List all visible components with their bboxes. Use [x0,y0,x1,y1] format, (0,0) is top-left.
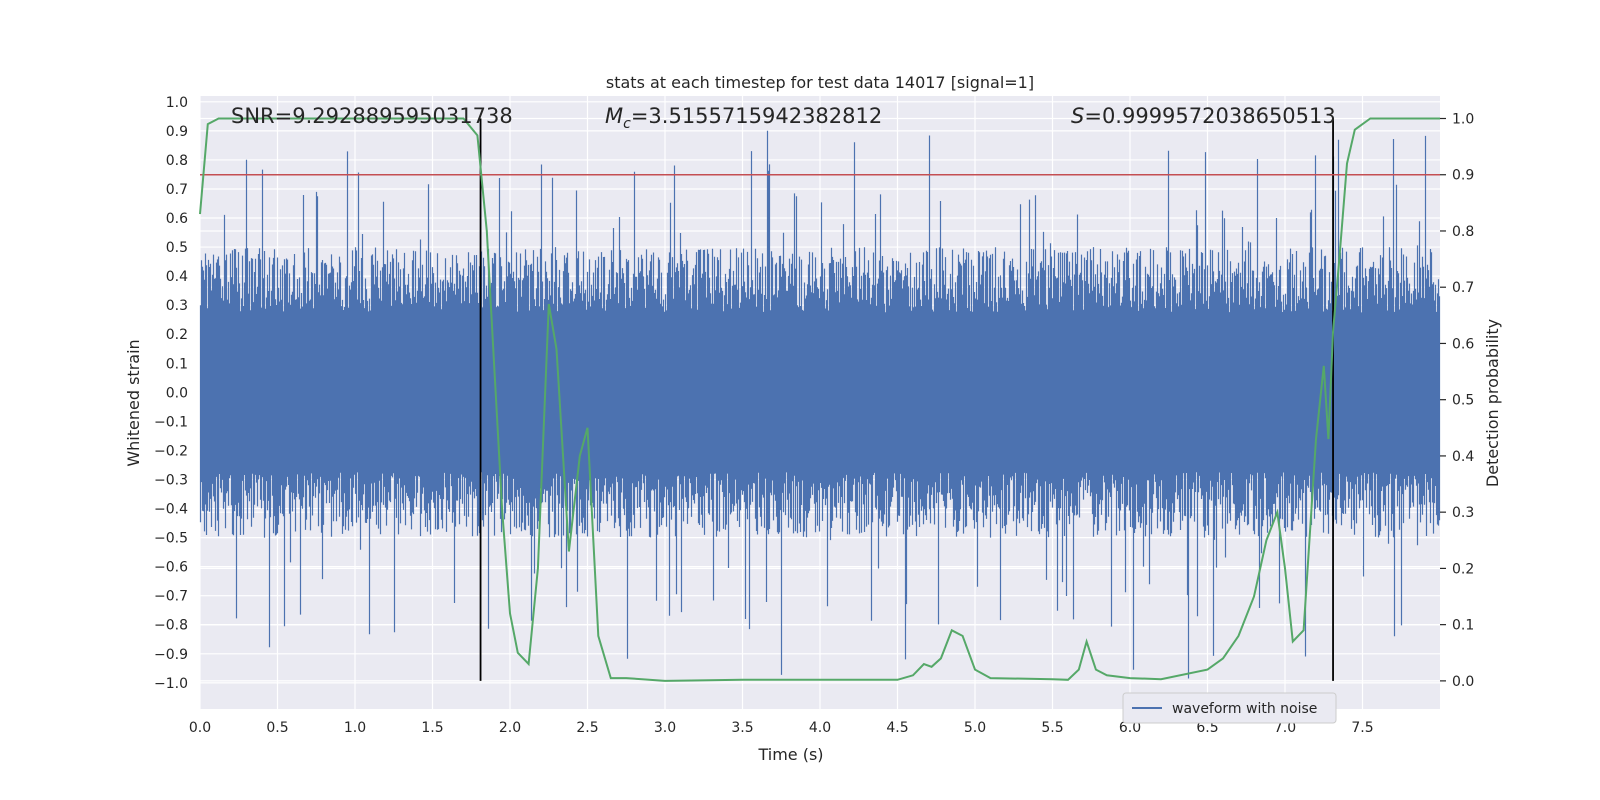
y-left-tick-label: −0.3 [154,472,188,488]
y-left-tick-label: −0.1 [154,414,188,430]
y-left-tick-label: −0.6 [154,560,188,576]
x-tick-label: 1.0 [344,720,366,736]
y-left-tick-label: −1.0 [154,676,188,692]
y-left-tick-label: −0.5 [154,531,188,547]
x-tick-label: 6.5 [1196,720,1218,736]
chart-title: stats at each timestep for test data 140… [606,73,1034,92]
x-tick-label: 4.5 [886,720,908,736]
y-left-tick-label: −0.8 [154,618,188,634]
x-tick-label: 7.0 [1274,720,1296,736]
y-left-tick-label: 0.3 [166,298,188,314]
x-axis-label: Time (s) [757,745,823,764]
s-value: =0.9999572038650513 [1084,104,1335,128]
mc-symbol: M [605,104,623,128]
x-tick-label: 1.5 [421,720,443,736]
y-left-axis-label: Whitened strain [124,339,143,466]
waveform-strokes [199,130,1441,679]
y-right-tick-label: 0.5 [1452,393,1474,409]
legend: waveform with noise [1122,692,1337,724]
y-left-tick-label: 0.0 [166,385,188,401]
legend-label: waveform with noise [1172,701,1317,717]
y-left-tick-label: −0.4 [154,502,188,518]
y-left-tick-label: 0.2 [166,327,188,343]
y-left-tick-label: −0.2 [154,443,188,459]
y-right-tick-label: 0.3 [1452,505,1474,521]
x-tick-label: 0.5 [266,720,288,736]
x-tick-label: 0.0 [189,720,211,736]
y-right-tick-label: 0.7 [1452,280,1474,296]
detection-boundaries [479,118,1334,681]
y-right-axis-label: Detection probability [1483,319,1502,487]
snr-annotation: SNR=9.292889595031738 [231,104,513,128]
y-left-tick-label: 0.8 [166,153,188,169]
y-left-tick-label: 0.9 [166,124,188,140]
y-right-tick-label: 0.0 [1452,674,1474,690]
y-left-tick-label: 0.7 [166,182,188,198]
y-left-tick-label: −0.7 [154,589,188,605]
y-left-tick-label: 0.5 [166,240,188,256]
significance-annotation: S=0.9999572038650513 [1071,104,1336,128]
detection-probability-series [199,117,1440,682]
y-right-tick-label: 0.6 [1452,336,1474,352]
y-right-ticks: 1.0 0.9 0.8 0.7 0.6 0.5 0.4 0.3 0.2 0.1 0.0 [1440,111,1474,690]
s-symbol: S [1071,104,1084,128]
y-left-tick-label: 0.6 [166,211,188,227]
y-right-tick-label: 1.0 [1452,111,1474,127]
x-tick-label: 3.5 [731,720,753,736]
x-tick-label: 5.5 [1041,720,1063,736]
y-left-tick-label: 0.4 [166,269,188,285]
x-tick-label: 2.5 [576,720,598,736]
y-right-tick-label: 0.1 [1452,618,1474,634]
y-left-tick-label: 0.1 [166,356,188,372]
y-right-tick-label: 0.9 [1452,168,1474,184]
x-tick-label: 5.0 [964,720,986,736]
y-right-tick-label: 0.8 [1452,224,1474,240]
y-left-tick-label: −0.9 [154,647,188,663]
legend-box [1122,692,1337,724]
mc-subscript: c [623,116,631,132]
y-left-tick-label: 1.0 [166,95,188,111]
mc-value: =3.5155715942382812 [631,104,882,128]
x-tick-label: 6.0 [1119,720,1141,736]
y-right-tick-label: 0.2 [1452,561,1474,577]
y-right-tick-label: 0.4 [1452,449,1474,465]
x-ticks: 0.0 0.5 1.0 1.5 2.0 2.5 3.0 3.5 4.0 4.5 5.0 5.5 6.0 6… [189,720,1374,736]
x-tick-label: 4.0 [809,720,831,736]
x-tick-label: 2.0 [499,720,521,736]
waveform-with-noise-series [199,130,1441,679]
y-left-ticks: 1.0 0.9 0.8 0.7 0.6 0.5 0.4 0.3 0.2 0.1 0.0 −0.1 −0.… [154,95,188,692]
x-tick-label: 7.5 [1351,720,1373,736]
chirp-mass-annotation: Mc=3.5155715942382812 [605,104,882,132]
x-tick-label: 3.0 [654,720,676,736]
